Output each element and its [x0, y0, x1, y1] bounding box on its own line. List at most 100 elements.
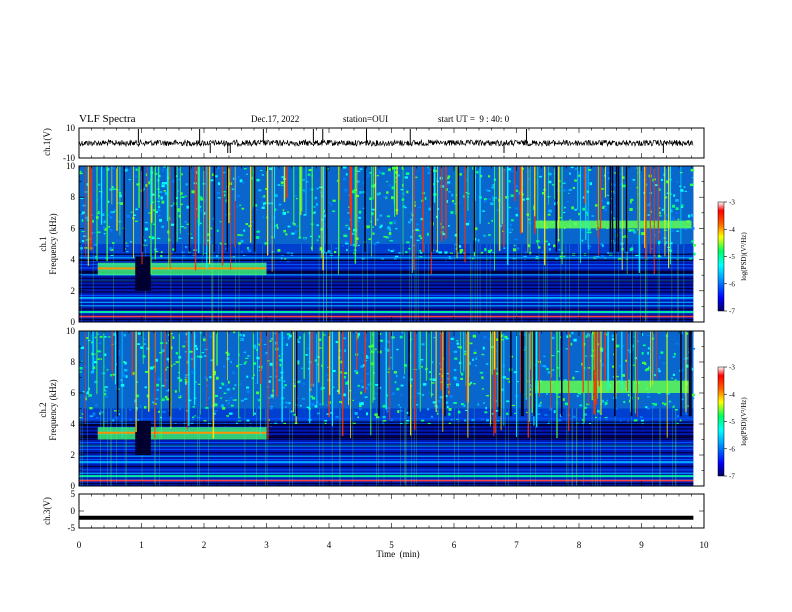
ch2-spec-speckle: [326, 366, 330, 368]
ch2-spec-speckle: [160, 342, 164, 344]
ch1-spec-speckle: [611, 217, 615, 219]
ch2-spec-speckle: [450, 337, 454, 341]
ch2-spec-speckle: [357, 332, 360, 336]
ch1-spec-speckle: [155, 251, 159, 253]
ch2-spec-speckle: [674, 409, 679, 411]
ch1-spec-speckle: [388, 249, 390, 252]
ch2-spec-speckle: [246, 390, 250, 393]
ch2-spec-speckle: [243, 398, 248, 400]
ch2-spec-hline: [79, 431, 694, 433]
ch2-spec-speckle: [155, 358, 158, 362]
ch2-spec-speckle: [539, 392, 543, 394]
ch1-spec-speckle: [410, 211, 413, 215]
ch1-spec-speckle: [303, 214, 307, 216]
ch2-spec-speckle: [233, 331, 236, 334]
ch1-spec-speckle: [185, 183, 188, 186]
ch1-spec-speckle: [358, 210, 362, 214]
ch2-spec-speckle: [641, 333, 643, 336]
ch1-spec-speckle: [111, 186, 114, 189]
ch1-spec-speckle: [391, 186, 395, 190]
ch2-spec-hline: [79, 448, 694, 450]
ch1-spec-speckle: [274, 194, 278, 197]
ch2-spec-speckle: [269, 375, 272, 378]
ch2-spec-speckle: [297, 380, 301, 384]
ch2-spec-speckle: [573, 338, 577, 342]
ch2-spec-speckle: [260, 339, 263, 341]
ch2-spec-speckle: [456, 383, 460, 387]
ch2-spec-speckle: [399, 335, 403, 339]
ch1-spec-hline: [79, 281, 694, 283]
ch1-spec-speckle: [514, 207, 518, 210]
ch1-spec-speckle: [262, 202, 265, 206]
ch1-spec-speckle: [355, 194, 360, 198]
ch2-spec-speckle: [122, 372, 125, 376]
ch2-spec-speckle: [342, 393, 346, 397]
ch2-spec-speckle: [223, 365, 226, 368]
ch1-spec-speckle: [416, 230, 420, 232]
ch2-spec-speckle: [460, 403, 464, 406]
ch1-spec-speckle: [160, 251, 163, 254]
ch1-spec-speckle: [89, 214, 93, 216]
ch1-spec-speckle: [81, 219, 84, 222]
ch1-spec-speckle: [582, 196, 585, 199]
ch1-spec-speckle: [281, 176, 285, 178]
ch2-spec-speckle: [103, 366, 106, 368]
ch2-spec-speckle: [324, 422, 327, 425]
ch2-spec-speckle: [134, 399, 137, 403]
ch1-spec-speckle: [391, 166, 396, 170]
ch1-spec-speckle: [378, 171, 382, 174]
ch1-spec-speckle: [96, 198, 99, 200]
ch1-spec-speckle: [659, 215, 662, 217]
ch1-spec-speckle: [566, 201, 569, 203]
ch2-spec-speckle: [588, 355, 591, 358]
ch1-spec-speckle: [328, 202, 331, 204]
ch2-spec-speckle: [355, 371, 359, 375]
ch2-spec-speckle: [446, 401, 449, 405]
ch2-spec-speckle: [668, 401, 672, 404]
ch2-spec-speckle: [344, 349, 346, 353]
ch1-spec-speckle: [563, 211, 566, 214]
ch2-spec-speckle: [456, 340, 459, 342]
ch1-spec-speckle: [109, 216, 113, 219]
ch2-spec-speckle: [123, 333, 126, 337]
ch1-spec-speckle: [512, 248, 517, 252]
ch2-spec-speckle: [651, 403, 655, 405]
ch1-spec-speckle: [435, 215, 438, 219]
ch1-spec-speckle: [129, 240, 133, 243]
ch1-spec-speckle: [144, 227, 149, 231]
ch1-spec-speckle: [420, 236, 423, 240]
ch1-spec-speckle: [679, 172, 683, 174]
ch1-spec-speckle: [80, 197, 84, 200]
ch1-spec-speckle: [684, 190, 687, 192]
ch1-spec-speckle: [388, 184, 391, 187]
ch1-spec-speckle: [361, 257, 365, 260]
ch1-spec-speckle: [692, 183, 694, 187]
ch2-spec-speckle: [322, 334, 326, 336]
x-tick-label: 5: [389, 540, 394, 550]
ch1-spec-speckle: [559, 185, 562, 188]
ch2-spec-speckle: [676, 415, 679, 418]
ch1-spec-speckle: [287, 225, 291, 228]
ch2-spec-speckle: [123, 375, 126, 378]
ch2-spec-speckle: [581, 362, 583, 366]
ch1-spec-gap: [135, 256, 151, 291]
ch1-spec-speckle: [661, 208, 664, 211]
ch2-spec-speckle: [105, 395, 109, 398]
ch1-spec-speckle: [680, 206, 684, 209]
ch2-spec-mid-region: [79, 408, 694, 424]
ch2-spec-speckle: [448, 421, 451, 425]
ch1-spec-hline: [79, 298, 694, 300]
ch2-spec-speckle: [107, 336, 111, 338]
ch2-spec-speckle: [270, 394, 274, 397]
ch1-spec-speckle: [427, 172, 430, 174]
ch1-spec-speckle: [394, 258, 397, 260]
ch1-spec-speckle: [415, 228, 419, 232]
ch1-spec-hline: [79, 274, 694, 276]
ch1-spec-speckle: [155, 211, 158, 214]
ch1-spectrogram-panel: 0 2 4 6 8 10: [66, 161, 705, 327]
ch2-spec-speckle: [596, 410, 600, 413]
ch1-spec-speckle: [183, 253, 185, 257]
ch1-spec-speckle: [569, 219, 572, 221]
ch2-spec-speckle: [658, 370, 661, 373]
ch2-spec-speckle: [481, 376, 484, 379]
